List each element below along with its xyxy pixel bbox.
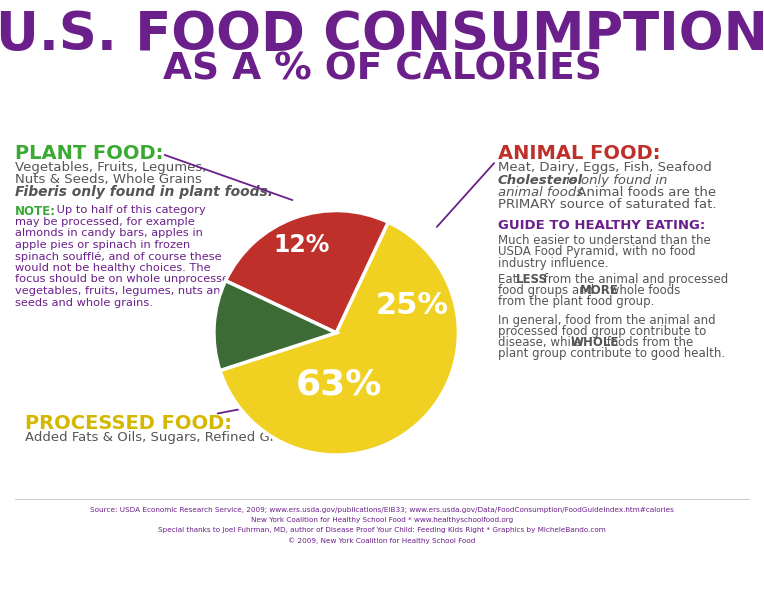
Text: NOTE:: NOTE: — [15, 205, 56, 218]
Text: AS A % OF CALORIES: AS A % OF CALORIES — [163, 51, 601, 87]
Text: industry influence.: industry influence. — [498, 257, 608, 270]
Text: spinach soufflé, and of course these: spinach soufflé, and of course these — [15, 252, 222, 262]
Text: vegetables, fruits, legumes, nuts and: vegetables, fruits, legumes, nuts and — [15, 286, 228, 296]
Text: from the plant food group.: from the plant food group. — [498, 295, 655, 308]
Text: apple pies or spinach in frozen: apple pies or spinach in frozen — [15, 240, 190, 250]
Text: Animal foods are the: Animal foods are the — [573, 186, 716, 199]
Text: plant group contribute to good health.: plant group contribute to good health. — [498, 347, 725, 360]
Text: 63%: 63% — [296, 367, 382, 401]
Text: GUIDE TO HEALTHY EATING:: GUIDE TO HEALTHY EATING: — [498, 219, 705, 232]
Text: PLANT FOOD:: PLANT FOOD: — [15, 144, 163, 163]
Text: foods from the: foods from the — [603, 336, 693, 349]
Text: © 2009, New York Coalition for Healthy School Food: © 2009, New York Coalition for Healthy S… — [288, 537, 476, 544]
Text: WHOLE: WHOLE — [571, 336, 620, 349]
Text: ANIMAL FOOD:: ANIMAL FOOD: — [498, 144, 661, 163]
Wedge shape — [225, 210, 388, 333]
Text: Special thanks to Joel Fuhrman, MD, author of Disease Proof Your Child: Feeding : Special thanks to Joel Fuhrman, MD, auth… — [158, 527, 606, 533]
Text: Up to half of this category: Up to half of this category — [53, 205, 206, 215]
Text: Added Fats & Oils, Sugars, Refined Grains: Added Fats & Oils, Sugars, Refined Grain… — [25, 431, 303, 444]
Text: Vegetables, Fruits, Legumes,: Vegetables, Fruits, Legumes, — [15, 161, 206, 174]
Text: is only found in: is only found in — [562, 174, 668, 187]
Text: U.S. FOOD CONSUMPTION: U.S. FOOD CONSUMPTION — [0, 9, 764, 61]
Text: PRIMARY source of saturated fat.: PRIMARY source of saturated fat. — [498, 198, 717, 211]
Text: Much easier to understand than the: Much easier to understand than the — [498, 234, 711, 247]
Text: animal foods.: animal foods. — [498, 186, 588, 199]
Text: may be processed, for example: may be processed, for example — [15, 217, 195, 227]
Text: disease, while: disease, while — [498, 336, 585, 349]
Text: is only found in plant foods.: is only found in plant foods. — [49, 185, 273, 199]
Text: MORE: MORE — [580, 284, 619, 297]
Text: In general, food from the animal and: In general, food from the animal and — [498, 314, 716, 327]
Text: PROCESSED FOOD:: PROCESSED FOOD: — [25, 414, 232, 433]
Text: Fiber: Fiber — [15, 185, 55, 199]
Text: would not be healthy choices. The: would not be healthy choices. The — [15, 263, 211, 273]
Text: processed food group contribute to: processed food group contribute to — [498, 325, 706, 338]
Text: from the animal and processed: from the animal and processed — [540, 273, 728, 286]
Text: Cholesterol: Cholesterol — [498, 174, 583, 187]
Text: whole foods: whole foods — [606, 284, 681, 297]
Wedge shape — [214, 281, 336, 370]
Text: Meat, Dairy, Eggs, Fish, Seafood: Meat, Dairy, Eggs, Fish, Seafood — [498, 161, 712, 174]
Text: New York Coalition for Healthy School Food * www.healthyschoolfood.org: New York Coalition for Healthy School Fo… — [251, 517, 513, 523]
Text: almonds in candy bars, apples in: almonds in candy bars, apples in — [15, 229, 203, 239]
Text: focus should be on whole unprocessed: focus should be on whole unprocessed — [15, 274, 236, 284]
Text: seeds and whole grains.: seeds and whole grains. — [15, 297, 153, 307]
Text: Nuts & Seeds, Whole Grains: Nuts & Seeds, Whole Grains — [15, 173, 202, 186]
Text: Source: USDA Economic Research Service, 2009; www.ers.usda.gov/publications/EIB3: Source: USDA Economic Research Service, … — [90, 507, 674, 513]
Text: food groups and: food groups and — [498, 284, 598, 297]
Wedge shape — [220, 222, 458, 455]
Text: Eat: Eat — [498, 273, 521, 286]
Text: 25%: 25% — [375, 292, 448, 320]
Text: LESS: LESS — [516, 273, 548, 286]
Text: 12%: 12% — [274, 233, 330, 257]
Text: USDA Food Pyramid, with no food: USDA Food Pyramid, with no food — [498, 246, 696, 259]
